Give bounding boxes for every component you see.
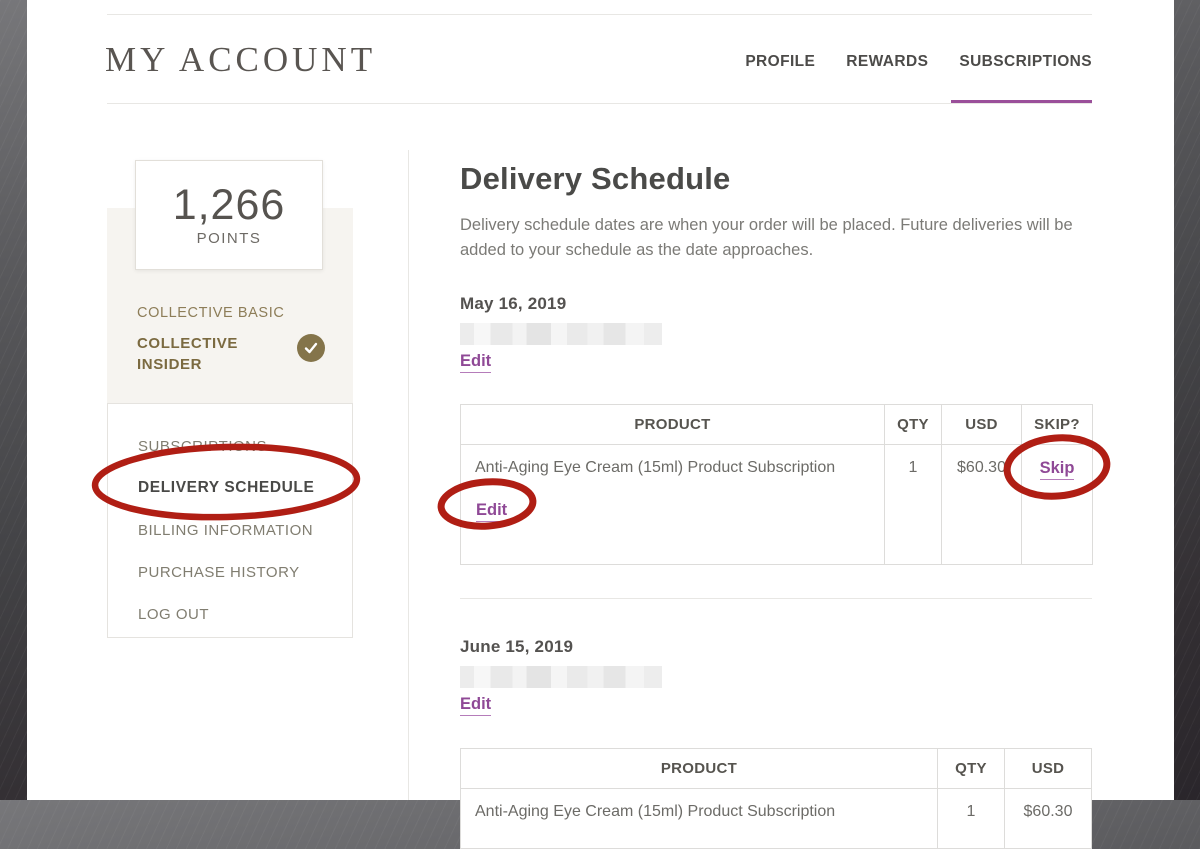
col-product: PRODUCT — [460, 404, 885, 445]
col-skip: SKIP? — [1021, 404, 1093, 445]
delivery-table: PRODUCT QTY USD Anti-Aging Eye Cream (15… — [460, 748, 1092, 849]
section-title: Delivery Schedule — [460, 161, 731, 196]
active-tab-underline — [951, 100, 1092, 104]
tab-profile[interactable]: PROFILE — [745, 53, 816, 70]
col-usd: USD — [941, 404, 1022, 445]
points-card: 1,266 POINTS — [135, 160, 323, 270]
product-name: Anti-Aging Eye Cream (15ml) Product Subs… — [475, 459, 836, 476]
edit-delivery-link[interactable]: Edit — [460, 695, 492, 716]
sidebar-item-subscriptions[interactable]: SUBSCRIPTIONS — [138, 437, 268, 455]
tab-subscriptions[interactable]: SUBSCRIPTIONS — [959, 53, 1092, 70]
qty-cell: 1 — [937, 788, 1005, 849]
table-row: Anti-Aging Eye Cream (15ml) Product Subs… — [460, 788, 1092, 849]
qty-cell: 1 — [884, 444, 942, 565]
col-qty: QTY — [937, 748, 1005, 789]
account-menu: SUBSCRIPTIONS DELIVERY SCHEDULE BILLING … — [107, 403, 353, 638]
content-divider — [408, 150, 409, 800]
points-value: 1,266 — [172, 180, 286, 229]
sidebar-item-purchase-history[interactable]: PURCHASE HISTORY — [138, 563, 300, 581]
account-page: MY ACCOUNT PROFILE REWARDS SUBSCRIPTIONS… — [27, 0, 1174, 849]
page-title: MY ACCOUNT — [105, 40, 377, 79]
edit-delivery-link[interactable]: Edit — [460, 352, 492, 373]
account-nav: PROFILE REWARDS SUBSCRIPTIONS — [107, 53, 1092, 71]
delivery-date: June 15, 2019 — [460, 637, 574, 656]
delivery-divider — [460, 598, 1092, 599]
col-product: PRODUCT — [460, 748, 938, 789]
product-cell: Anti-Aging Eye Cream (15ml) Product Subs… — [460, 788, 938, 849]
points-label: POINTS — [196, 230, 262, 248]
sidebar-item-log-out[interactable]: LOG OUT — [138, 605, 210, 623]
header-divider — [107, 103, 1092, 104]
delivery-date: May 16, 2019 — [460, 294, 567, 313]
tab-rewards[interactable]: REWARDS — [846, 53, 929, 70]
top-divider — [107, 14, 1092, 15]
table-row: Anti-Aging Eye Cream (15ml) Product Subs… — [460, 444, 1093, 565]
tier-collective-insider: COLLECTIVE INSIDER — [137, 335, 239, 373]
tier-collective-basic: COLLECTIVE BASIC — [137, 305, 285, 321]
price-cell: $60.30 — [941, 444, 1022, 565]
sidebar-item-billing-information[interactable]: BILLING INFORMATION — [138, 521, 314, 539]
col-usd: USD — [1004, 748, 1092, 789]
main-content: Delivery Schedule Delivery schedule date… — [460, 150, 1093, 849]
col-qty: QTY — [884, 404, 942, 445]
product-cell: Anti-Aging Eye Cream (15ml) Product Subs… — [460, 444, 885, 565]
redacted-address — [460, 666, 662, 688]
skip-cell: Skip — [1021, 444, 1093, 565]
edit-product-link[interactable]: Edit — [476, 501, 508, 522]
section-description: Delivery schedule dates are when your or… — [460, 216, 1073, 259]
sidebar-item-delivery-schedule[interactable]: DELIVERY SCHEDULE — [138, 479, 315, 496]
table-header-row: PRODUCT QTY USD SKIP? — [460, 404, 1093, 445]
table-header-row: PRODUCT QTY USD — [460, 748, 1092, 789]
checkmark-icon — [297, 334, 325, 362]
delivery-entry: May 16, 2019 Edit PRODUCT QTY USD SKIP? … — [460, 294, 1093, 565]
delivery-table: PRODUCT QTY USD SKIP? Anti-Aging Eye Cre… — [460, 404, 1093, 565]
skip-link[interactable]: Skip — [1039, 459, 1075, 480]
price-cell: $60.30 — [1004, 788, 1092, 849]
redacted-address — [460, 323, 662, 345]
delivery-entry: June 15, 2019 Edit PRODUCT QTY USD Anti-… — [460, 637, 1092, 849]
